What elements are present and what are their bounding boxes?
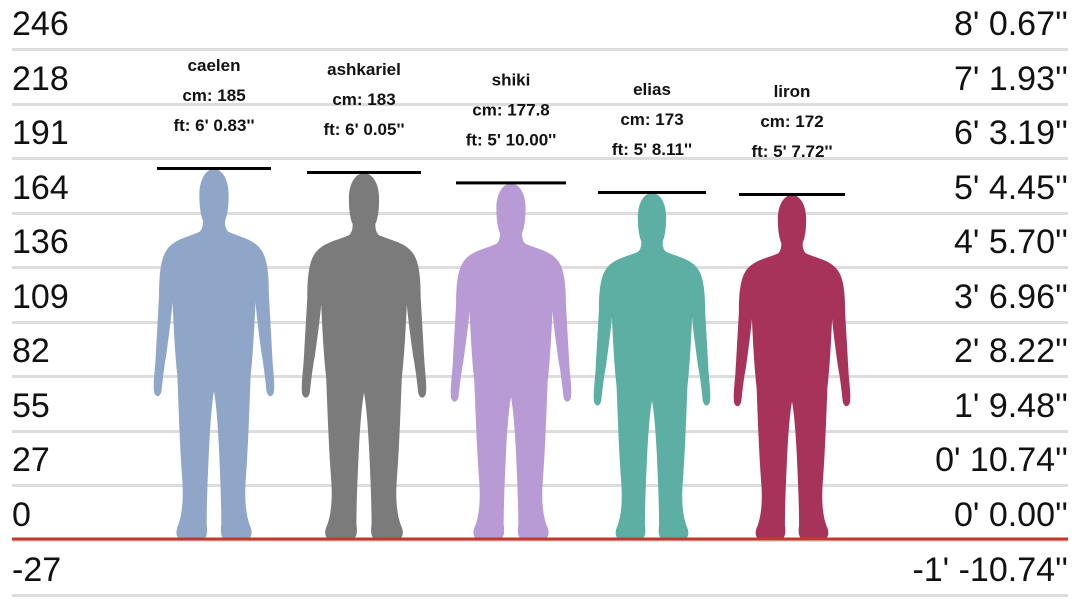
left-tick-label: -27 <box>12 551 61 589</box>
height-marker <box>456 181 566 185</box>
height-marker <box>598 191 706 194</box>
baseline <box>12 537 1068 541</box>
person-name-label: liron <box>774 82 811 101</box>
right-tick-label: 4' 5.70'' <box>954 223 1068 261</box>
height-marker <box>739 193 845 196</box>
person-elias: elias cm: 173 ft: 5' 8.11'' <box>593 80 711 539</box>
right-tick-label: 0' 10.74'' <box>935 441 1068 479</box>
right-tick-label: 8' 0.67'' <box>954 5 1068 43</box>
left-tick-label: 82 <box>12 332 50 370</box>
left-tick-label: 109 <box>12 278 69 316</box>
right-tick-label: 1' 9.48'' <box>954 387 1068 425</box>
person-silhouette <box>593 193 711 539</box>
person-ft-label: ft: 6' 0.83'' <box>173 116 254 135</box>
person-cm-label: cm: 185 <box>182 86 245 105</box>
left-tick-label: 136 <box>12 223 69 261</box>
person-cm-label: cm: 177.8 <box>472 100 550 119</box>
baseline-line <box>12 537 1068 541</box>
left-tick-label: 191 <box>12 114 69 152</box>
left-tick-label: 55 <box>12 387 50 425</box>
person-ft-label: ft: 5' 10.00'' <box>466 130 557 149</box>
person-ft-label: ft: 5' 8.11'' <box>612 140 692 159</box>
person-liron: liron cm: 172 ft: 5' 7.72'' <box>733 82 851 539</box>
left-tick-label: 246 <box>12 5 69 43</box>
person-ft-label: ft: 6' 0.05'' <box>323 120 404 139</box>
person-silhouette <box>450 183 572 539</box>
person-caelen: caelen cm: 185 ft: 6' 0.83'' <box>153 56 275 539</box>
person-silhouette <box>301 173 427 539</box>
person-name-label: elias <box>633 80 671 99</box>
right-tick-label: 6' 3.19'' <box>954 114 1068 152</box>
people: caelen cm: 185 ft: 6' 0.83'' ashkariel cm: 1… <box>153 56 851 539</box>
grid-line <box>12 157 1068 160</box>
right-tick-label: 5' 4.45'' <box>954 169 1068 207</box>
person-name-label: shiki <box>492 70 531 89</box>
grid-line <box>12 103 1068 106</box>
person-ft-label: ft: 5' 7.72'' <box>751 142 832 161</box>
person-name-label: caelen <box>188 56 241 75</box>
left-tick-label: 27 <box>12 441 50 479</box>
left-tick-label: 0 <box>12 496 31 534</box>
left-tick-label: 164 <box>12 169 69 207</box>
tick-labels: 246 8' 0.67'' 218 7' 1.93'' 191 6' 3.19'' 164 5… <box>12 5 1068 589</box>
person-cm-label: cm: 173 <box>620 110 683 129</box>
person-ashkariel: ashkariel cm: 183 ft: 6' 0.05'' <box>301 60 427 539</box>
grid-line <box>12 594 1068 597</box>
right-tick-label: 7' 1.93'' <box>954 60 1068 98</box>
right-tick-label: 3' 6.96'' <box>954 278 1068 316</box>
person-name-label: ashkariel <box>327 60 401 79</box>
right-tick-label: 2' 8.22'' <box>954 332 1068 370</box>
person-cm-label: cm: 183 <box>332 90 395 109</box>
height-marker <box>157 167 271 170</box>
person-silhouette <box>153 169 275 539</box>
person-silhouette <box>733 195 851 539</box>
person-cm-label: cm: 172 <box>760 112 823 131</box>
left-tick-label: 218 <box>12 60 69 98</box>
height-marker <box>307 171 421 174</box>
grid-line <box>12 212 1068 215</box>
grid-line <box>12 48 1068 51</box>
right-tick-label: -1' -10.74'' <box>912 551 1068 589</box>
person-shiki: shiki cm: 177.8 ft: 5' 10.00'' <box>450 70 572 539</box>
right-tick-label: 0' 0.00'' <box>954 496 1068 534</box>
